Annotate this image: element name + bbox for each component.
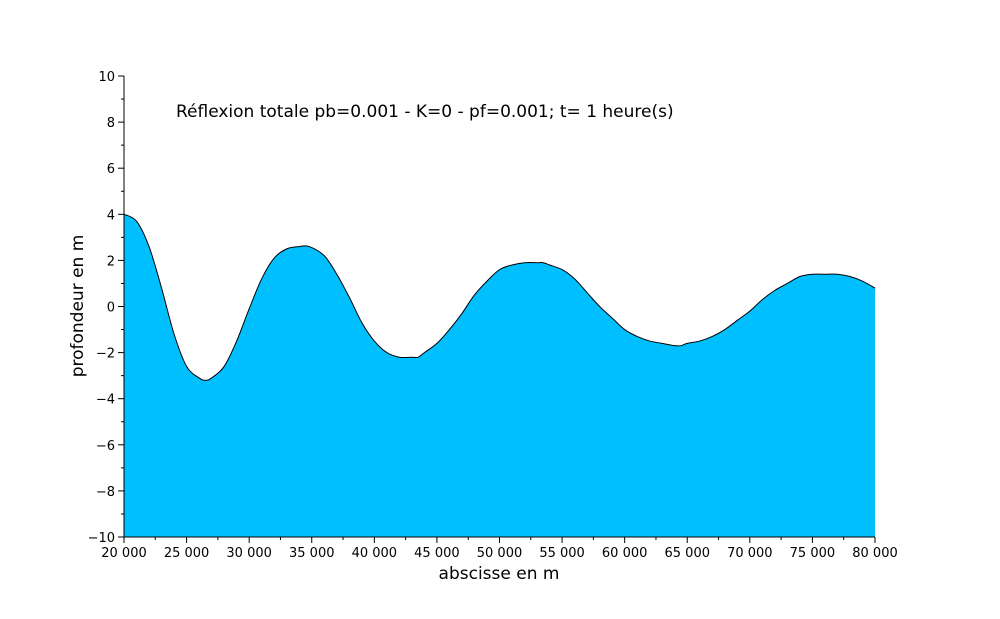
y-tick-label: −4 [96,393,115,408]
x-tick-label: 45 000 [414,546,460,561]
y-axis-title: profondeur en m [68,235,88,378]
area-fill-series-0 [124,214,875,538]
x-tick-label: 80 000 [852,546,898,561]
y-tick-label: 6 [107,162,115,177]
plot-area [123,213,876,538]
x-tick-label: 50 000 [477,546,523,561]
y-tick-label: −6 [96,439,115,454]
x-tick-label: 30 000 [226,546,272,561]
series-line-0 [123,213,876,381]
y-tick-label: −8 [96,485,115,500]
x-tick-label: 20 000 [101,546,147,561]
x-tick-label: 55 000 [539,546,585,561]
y-tick-label: 0 [107,301,115,316]
y-tick-label: 2 [107,254,115,269]
x-tick-label: 40 000 [352,546,398,561]
x-axis-title: abscisse en m [439,564,560,584]
x-tick-label: 25 000 [164,546,210,561]
x-tick-label: 60 000 [602,546,648,561]
y-tick-label: 4 [107,208,115,223]
x-tick-label: 65 000 [665,546,711,561]
x-tick-label: 35 000 [289,546,335,561]
y-tick-label: −2 [96,347,115,362]
x-tick-label: 75 000 [790,546,836,561]
y-tick-label: 10 [98,70,115,85]
y-tick-label: −10 [88,531,115,546]
y-tick-label: 8 [107,116,115,131]
chart-title: Réflexion totale pb=0.001 - K=0 - pf=0.0… [176,102,674,122]
x-tick-label: 70 000 [727,546,773,561]
axes: −10 −8 −6 −4 −2 0 2 4 6 8 10 20 000 25 000 30 000 35 0… [88,70,898,561]
